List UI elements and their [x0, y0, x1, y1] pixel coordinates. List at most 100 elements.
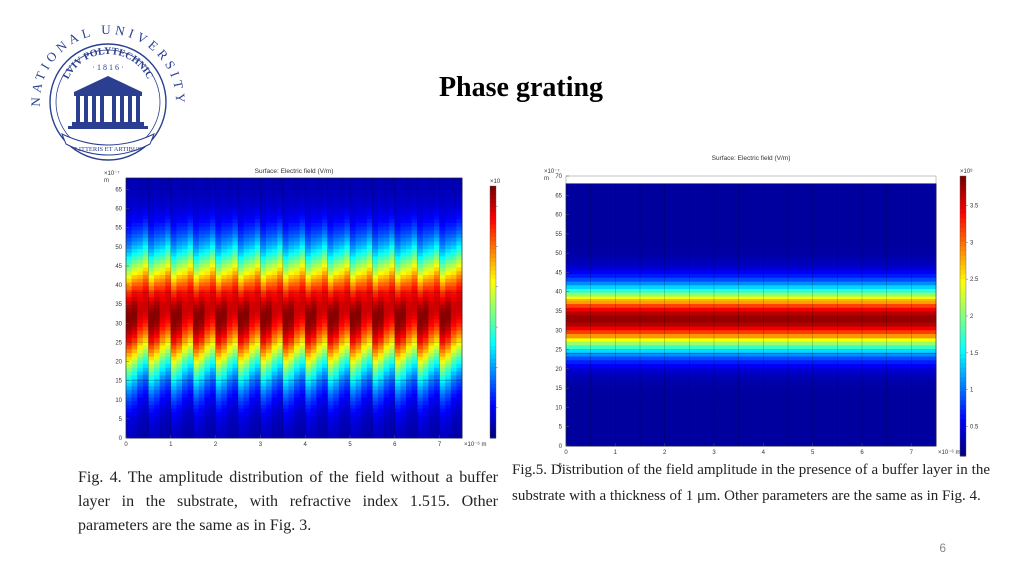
- heatmap-cell: [126, 356, 132, 361]
- heatmap-cell: [204, 300, 211, 305]
- heatmap-cell: [450, 419, 457, 424]
- heatmap-cell: [148, 259, 155, 264]
- heatmap-cell: [812, 419, 820, 424]
- heatmap-cell: [154, 300, 160, 305]
- heatmap-cell: [299, 181, 306, 186]
- heatmap-cell: [170, 337, 177, 342]
- heatmap-cell: [182, 378, 188, 383]
- heatmap-cell: [658, 408, 666, 413]
- heatmap-cell: [221, 226, 228, 231]
- heatmap-cell: [277, 289, 284, 294]
- heatmap-cell: [310, 367, 317, 372]
- heatmap-cell: [305, 322, 312, 327]
- heatmap-cell: [751, 442, 758, 447]
- heatmap-cell: [929, 442, 937, 447]
- heatmap-cell: [422, 222, 429, 227]
- heatmap-cell: [344, 404, 351, 409]
- heatmap-cell: [361, 237, 368, 242]
- heatmap-cell: [450, 241, 457, 246]
- heatmap-cell: [238, 256, 244, 261]
- heatmap-cell: [299, 282, 306, 287]
- heatmap-cell: [232, 345, 239, 350]
- heatmap-cell: [204, 341, 211, 346]
- heatmap-cell: [350, 363, 356, 368]
- heatmap-cell: [394, 215, 401, 220]
- heatmap-cell: [322, 282, 328, 287]
- heatmap-cell: [417, 374, 424, 379]
- heatmap-cell: [299, 363, 306, 368]
- heatmap-cell: [243, 178, 250, 183]
- heatmap-cell: [378, 222, 384, 227]
- heatmap-cell: [344, 386, 351, 391]
- heatmap-cell: [434, 300, 440, 305]
- heatmap-cell: [788, 416, 795, 421]
- heatmap-cell: [456, 423, 463, 428]
- heatmap-cell: [243, 308, 250, 313]
- heatmap-cell: [411, 423, 418, 428]
- heatmap-cell: [187, 226, 194, 231]
- heatmap-cell: [226, 282, 233, 287]
- heatmap-cell: [221, 412, 228, 417]
- heatmap-cell: [394, 360, 401, 365]
- heatmap-cell: [170, 282, 177, 287]
- heatmap-cell: [215, 296, 222, 301]
- heatmap-cell: [350, 241, 356, 246]
- heatmap-cell: [310, 289, 317, 294]
- heatmap-cell: [361, 226, 368, 231]
- heatmap-cell: [165, 367, 172, 372]
- heatmap-cell: [170, 296, 177, 301]
- heatmap-cell: [868, 416, 875, 421]
- heatmap-cell: [310, 196, 317, 201]
- heatmap-cell: [238, 408, 244, 413]
- heatmap-cell: [596, 416, 604, 421]
- heatmap-cell: [394, 389, 401, 394]
- heatmap-cell: [726, 431, 733, 436]
- heatmap-cell: [333, 300, 340, 305]
- heatmap-cell: [450, 259, 457, 264]
- heatmap-cell: [327, 412, 334, 417]
- heatmap-cell: [439, 270, 446, 275]
- heatmap-cell: [159, 382, 166, 387]
- heatmap-cell: [305, 241, 312, 246]
- heatmap-cell: [445, 211, 452, 216]
- heatmap-cell: [428, 337, 435, 342]
- heatmap-cell: [165, 282, 172, 287]
- heatmap-cell: [305, 278, 312, 283]
- heatmap-cell: [232, 304, 239, 309]
- heatmap-cell: [590, 442, 598, 447]
- heatmap-cell: [299, 215, 306, 220]
- heatmap-cell: [338, 189, 345, 194]
- heatmap-cell: [394, 263, 401, 268]
- heatmap-cell: [215, 226, 222, 231]
- heatmap-cell: [232, 348, 239, 353]
- heatmap-cell: [266, 274, 272, 279]
- heatmap-cell: [154, 200, 160, 205]
- heatmap-cell: [260, 218, 267, 223]
- heatmap-cell: [338, 226, 345, 231]
- heatmap-cell: [800, 416, 807, 421]
- heatmap-cell: [299, 278, 306, 283]
- heatmap-cell: [187, 196, 194, 201]
- heatmap-cell: [254, 233, 261, 238]
- heatmap-cell: [714, 419, 721, 424]
- heatmap-cell: [707, 442, 715, 447]
- heatmap-cell: [221, 330, 228, 335]
- heatmap-cell: [131, 352, 138, 357]
- heatmap-cell: [378, 244, 384, 249]
- heatmap-cell: [450, 330, 457, 335]
- heatmap-cell: [439, 400, 446, 405]
- heatmap-cell: [775, 408, 783, 413]
- heatmap-cell: [378, 252, 384, 257]
- heatmap-cell: [243, 371, 250, 376]
- heatmap-cell: [394, 196, 401, 201]
- heatmap-cell: [187, 360, 194, 365]
- heatmap-cell: [439, 211, 446, 216]
- heatmap-cell: [238, 400, 244, 405]
- heatmap-cell: [243, 230, 250, 235]
- heatmap-cell: [899, 419, 906, 424]
- heatmap-cell: [243, 374, 250, 379]
- heatmap-cell: [428, 241, 435, 246]
- heatmap-cell: [350, 296, 356, 301]
- heatmap-cell: [126, 345, 132, 350]
- heatmap-cell: [923, 416, 931, 421]
